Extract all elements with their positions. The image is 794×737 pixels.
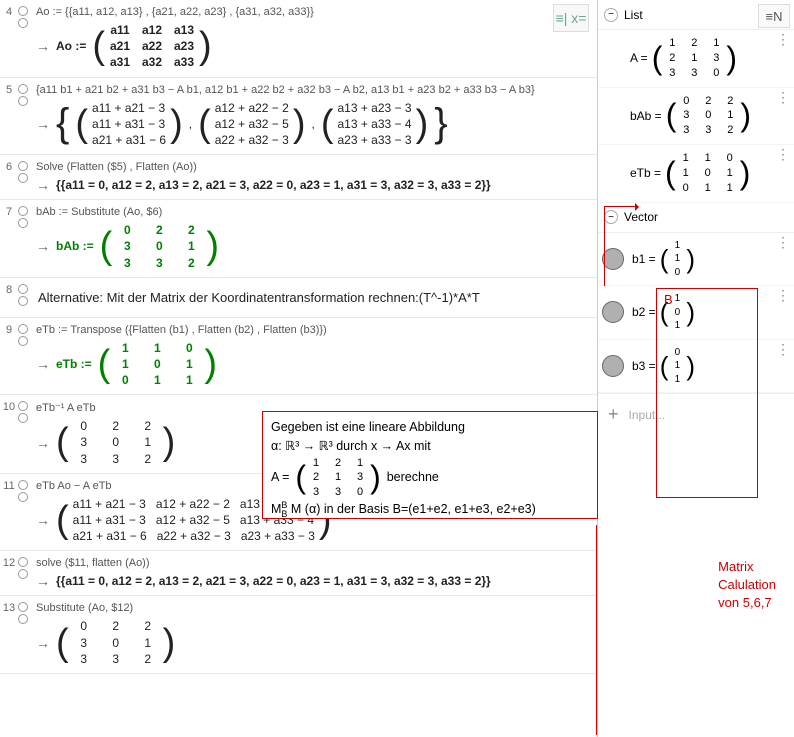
problem-line: berechne xyxy=(387,468,439,487)
cas-row: 7 bAb := Substitute (Ao, $6) → bAb := (022… xyxy=(0,200,597,278)
cas-row: 4 Ao := {{a11, a12, a13} , {a21, a22, a23… xyxy=(0,0,597,78)
cas-output: → {{a11 = 0, a12 = 2, a13 = 2, a21 = 3, … xyxy=(36,573,593,589)
row-number: 5 xyxy=(0,82,18,151)
b-label: B xyxy=(664,292,673,307)
cas-output: → Ao := (a11a12a13a21a22a23a31a32a33) xyxy=(36,22,593,71)
algebra-item[interactable]: bAb =(022301332)⋮ xyxy=(598,88,794,146)
etb-arrow xyxy=(604,206,638,286)
cas-input[interactable]: bAb := Substitute (Ao, $6) xyxy=(36,206,593,218)
row-number: 4 xyxy=(0,4,18,73)
item-label: bAb = xyxy=(630,109,662,123)
row-marbles[interactable] xyxy=(18,159,32,195)
item-label: b2 = xyxy=(632,305,656,319)
cas-input[interactable]: solve ($11, flatten (Ao)) xyxy=(36,557,593,569)
cas-input[interactable]: Ao := {{a11, a12, a13} , {a21, a22, a23}… xyxy=(36,6,593,18)
row-number: 10 xyxy=(0,399,18,469)
cas-panel: ≡| x= 4 Ao := {{a11, a12, a13} , {a21, a2… xyxy=(0,0,598,737)
graph-view-icon[interactable]: ≡N xyxy=(758,4,790,28)
row-marbles[interactable] xyxy=(18,322,32,391)
algebra-item[interactable]: A =(121213330)⋮ xyxy=(598,30,794,88)
cas-row: 12 solve ($11, flatten (Ao)) → {{a11 = 0, … xyxy=(0,551,597,596)
row-marbles[interactable] xyxy=(18,204,32,273)
menu-icon[interactable]: ⋮ xyxy=(776,346,790,353)
item-label: b3 = xyxy=(632,359,656,373)
cas-output: → eTb := (110101011) xyxy=(36,340,593,389)
row-marbles[interactable] xyxy=(18,555,32,591)
problem-line: A = xyxy=(271,468,289,487)
menu-icon[interactable]: ⋮ xyxy=(776,292,790,299)
algebra-item[interactable]: b3 =(011)⋮ xyxy=(598,340,794,394)
cas-row: 13 Substitute (Ao, $12) → (022301332) xyxy=(0,596,597,674)
cas-output: → (022301332) xyxy=(36,618,593,667)
matrix-note: Matrix Calulation von 5,6,7 xyxy=(718,558,776,613)
cas-input[interactable]: Solve (Flatten ($5) , Flatten (Ao)) xyxy=(36,161,593,173)
input-placeholder[interactable]: Input... xyxy=(629,408,666,422)
cas-row: 9 eTb := Transpose ({Flatten (b1) , Flatt… xyxy=(0,318,597,396)
problem-statement-box: Gegeben ist eine lineare Abbildung α: ℝ³… xyxy=(262,411,598,519)
vertical-line xyxy=(596,525,597,735)
numeric-mode-icon[interactable]: ≡| x= xyxy=(553,4,589,32)
cas-row: 6 Solve (Flatten ($5) , Flatten (Ao)) → {{… xyxy=(0,155,597,200)
problem-line: MBB M (α) in der Basis B=(e1+e2, e1+e3, … xyxy=(271,500,589,519)
menu-icon[interactable]: ⋮ xyxy=(776,151,790,158)
row-marbles[interactable] xyxy=(18,282,32,313)
cas-row: 8Alternative: Mit der Matrix der Koordin… xyxy=(0,278,597,318)
algebra-panel: − List ≡N A =(121213330)⋮bAb =(022301332… xyxy=(598,0,794,737)
cas-input[interactable]: {a11 b1 + a21 b2 + a31 b3 − A b1, a12 b1… xyxy=(36,84,593,96)
row-marbles[interactable] xyxy=(18,399,32,469)
row-number: 9 xyxy=(0,322,18,391)
row-number: 13 xyxy=(0,600,18,669)
item-label: A = xyxy=(630,51,648,65)
list-label: List xyxy=(624,8,643,22)
row-marbles[interactable] xyxy=(18,478,32,547)
row-marbles[interactable] xyxy=(18,82,32,151)
menu-icon[interactable]: ⋮ xyxy=(776,94,790,101)
row-number: 7 xyxy=(0,204,18,273)
algebra-item[interactable]: b2 =(101)⋮ xyxy=(598,286,794,340)
row-marbles[interactable] xyxy=(18,4,32,73)
cas-output: → {{a11 = 0, a12 = 2, a13 = 2, a21 = 3, … xyxy=(36,177,593,193)
menu-icon[interactable]: ⋮ xyxy=(776,36,790,43)
row-number: 12 xyxy=(0,555,18,591)
problem-line: α: ℝ³ → ℝ³ durch x → Ax mit xyxy=(271,437,589,456)
row-number: 11 xyxy=(0,478,18,547)
problem-line: Gegeben ist eine lineare Abbildung xyxy=(271,418,589,437)
cas-row: 5 {a11 b1 + a21 b2 + a31 b3 − A b1, a12 b… xyxy=(0,78,597,156)
plus-icon[interactable]: + xyxy=(608,404,619,425)
input-row[interactable]: + Input... xyxy=(598,393,794,435)
row-number: 8 xyxy=(0,282,18,313)
cas-output: → bAb := (022301332) xyxy=(36,222,593,271)
cas-input[interactable]: Substitute (Ao, $12) xyxy=(36,602,593,614)
item-label: eTb = xyxy=(630,166,661,180)
collapse-icon[interactable]: − xyxy=(604,8,618,22)
visibility-toggle[interactable] xyxy=(602,355,624,377)
visibility-toggle[interactable] xyxy=(602,301,624,323)
row-number: 6 xyxy=(0,159,18,195)
list-section-header[interactable]: − List ≡N xyxy=(598,0,794,30)
cas-input[interactable]: eTb := Transpose ({Flatten (b1) , Flatte… xyxy=(36,324,593,336)
row-marbles[interactable] xyxy=(18,600,32,669)
menu-icon[interactable]: ⋮ xyxy=(776,239,790,246)
cas-output: → {(a11 + a21 − 3a11 + a31 − 3a21 + a31 … xyxy=(36,100,593,149)
algebra-item[interactable]: eTb =(110101011)⋮ xyxy=(598,145,794,203)
